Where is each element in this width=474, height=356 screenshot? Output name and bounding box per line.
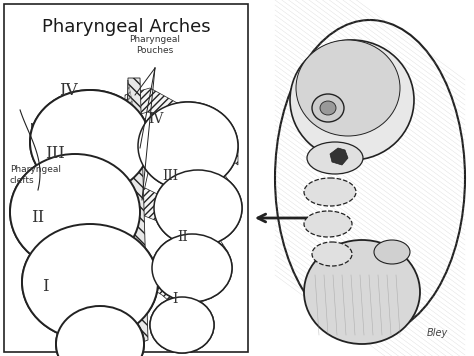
Text: I: I [42, 278, 48, 295]
Ellipse shape [290, 40, 414, 160]
Ellipse shape [56, 306, 144, 356]
Ellipse shape [304, 178, 356, 206]
Text: III: III [163, 169, 179, 183]
Ellipse shape [275, 20, 465, 336]
Ellipse shape [304, 211, 352, 237]
Polygon shape [128, 80, 142, 143]
Ellipse shape [22, 224, 158, 340]
Text: II: II [177, 230, 188, 244]
Polygon shape [122, 78, 148, 345]
Ellipse shape [374, 240, 410, 264]
Ellipse shape [320, 101, 336, 115]
Text: Bley: Bley [427, 328, 448, 338]
Polygon shape [125, 88, 238, 165]
Ellipse shape [312, 242, 352, 266]
Ellipse shape [138, 102, 238, 190]
Ellipse shape [152, 234, 232, 302]
Polygon shape [116, 188, 228, 268]
Ellipse shape [154, 170, 242, 246]
Polygon shape [330, 148, 348, 165]
Polygon shape [120, 135, 235, 210]
Ellipse shape [154, 170, 242, 246]
Text: Pharyngeal
Pouches: Pharyngeal Pouches [129, 35, 181, 55]
Ellipse shape [22, 224, 158, 340]
Text: IV: IV [59, 83, 78, 99]
Polygon shape [115, 258, 208, 335]
Text: Pharyngeal
clefts: Pharyngeal clefts [10, 165, 61, 185]
Bar [4, 4, 248, 352]
Text: IV: IV [149, 112, 164, 126]
Ellipse shape [152, 234, 232, 302]
Ellipse shape [30, 90, 150, 194]
Ellipse shape [150, 297, 214, 353]
Ellipse shape [312, 94, 344, 122]
Ellipse shape [30, 90, 150, 194]
Text: III: III [45, 145, 64, 162]
Text: I: I [173, 292, 178, 306]
Ellipse shape [56, 306, 144, 356]
Ellipse shape [307, 142, 363, 174]
Ellipse shape [304, 240, 420, 344]
Ellipse shape [150, 297, 214, 353]
Ellipse shape [10, 154, 140, 270]
Text: Pharyngeal Arches: Pharyngeal Arches [42, 18, 210, 36]
Text: II: II [31, 209, 45, 226]
Ellipse shape [296, 40, 400, 136]
Ellipse shape [10, 154, 140, 270]
Ellipse shape [138, 102, 238, 190]
